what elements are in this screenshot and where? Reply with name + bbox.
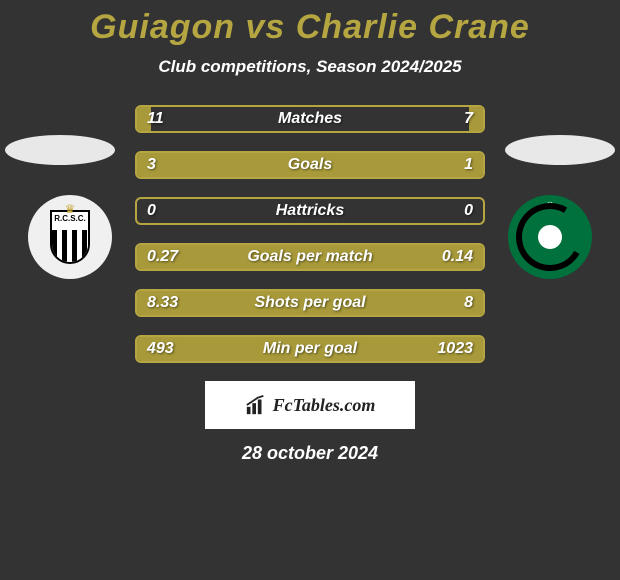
stat-bars: 11Matches7 3Goals1 0Hattricks0 0.27Goals pe… — [135, 105, 485, 363]
shield-icon: ♛ R.C.S.C. — [50, 210, 90, 264]
player-photo-left — [5, 135, 115, 165]
comparison-container: ♛ R.C.S.C. ♛ 11Matches7 3Goals1 0Hattricks… — [0, 105, 620, 363]
snapshot-date: 28 october 2024 — [0, 443, 620, 464]
stat-label: Hattricks — [137, 199, 483, 223]
stat-label: Shots per goal — [137, 291, 483, 315]
club-badge-left: ♛ R.C.S.C. — [28, 195, 112, 279]
brand-badge: FcTables.com — [205, 381, 415, 429]
stat-right-value: 7 — [464, 107, 473, 131]
stat-right-value: 8 — [464, 291, 473, 315]
stat-label: Min per goal — [137, 337, 483, 361]
stat-row: 3Goals1 — [135, 151, 485, 179]
stat-row: 8.33Shots per goal8 — [135, 289, 485, 317]
stat-right-value: 1023 — [437, 337, 473, 361]
page-title: Guiagon vs Charlie Crane — [0, 0, 620, 47]
page-subtitle: Club competitions, Season 2024/2025 — [0, 57, 620, 77]
club-badge-right: ♛ — [508, 195, 592, 279]
stat-right-value: 1 — [464, 153, 473, 177]
brand-text: FcTables.com — [273, 395, 376, 416]
stat-label: Matches — [137, 107, 483, 131]
stat-right-value: 0.14 — [442, 245, 473, 269]
dot-icon — [538, 225, 562, 249]
stat-row: 0.27Goals per match0.14 — [135, 243, 485, 271]
stat-right-value: 0 — [464, 199, 473, 223]
ring-icon — [508, 195, 591, 278]
stat-row: 493Min per goal1023 — [135, 335, 485, 363]
stat-row: 11Matches7 — [135, 105, 485, 133]
player-photo-right — [505, 135, 615, 165]
stripes-icon — [52, 230, 88, 262]
club-left-short: R.C.S.C. — [52, 214, 88, 223]
stat-row: 0Hattricks0 — [135, 197, 485, 225]
chart-icon — [245, 394, 267, 416]
stat-label: Goals — [137, 153, 483, 177]
stat-label: Goals per match — [137, 245, 483, 269]
